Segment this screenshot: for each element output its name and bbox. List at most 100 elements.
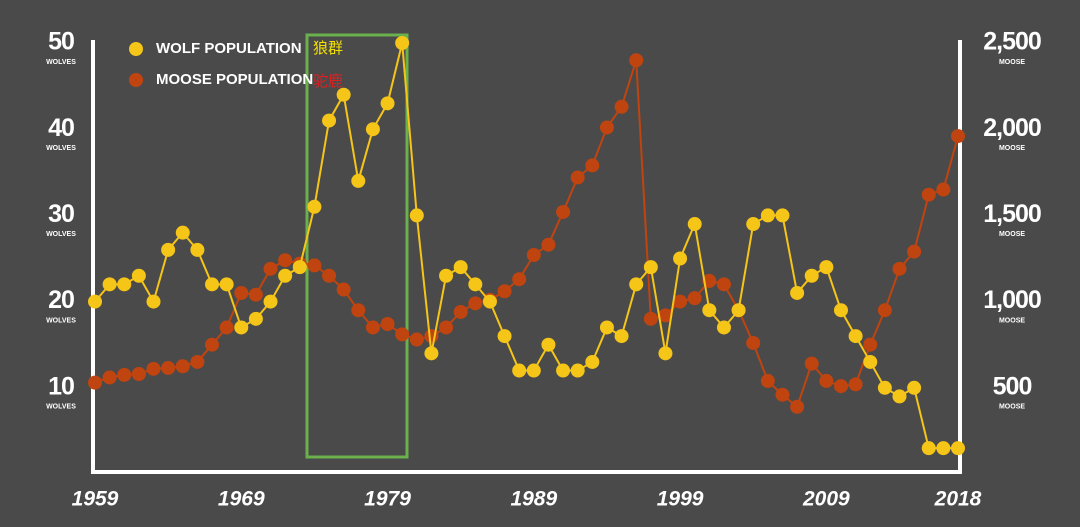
x-tick-label: 2018 [934, 488, 982, 511]
y2-unit-label: MOOSE [999, 231, 1025, 238]
data-point [556, 363, 571, 378]
y-tick-label: 20 [48, 286, 74, 314]
x-tick-label: 1979 [364, 488, 411, 511]
data-point [863, 337, 878, 352]
data-point [687, 291, 702, 306]
data-point [526, 363, 541, 378]
legend-marker [129, 73, 143, 87]
x-tick-label: 1959 [72, 488, 119, 511]
highlight-box [305, 33, 409, 459]
y-unit-label: WOLVES [46, 231, 76, 238]
data-point [117, 277, 132, 292]
data-point [629, 277, 644, 292]
data-point [921, 187, 936, 202]
data-point [951, 441, 965, 456]
data-point [746, 217, 761, 232]
data-point [746, 335, 761, 350]
data-point [585, 354, 600, 369]
data-point [658, 346, 673, 361]
data-point [380, 317, 395, 332]
data-point [731, 303, 746, 318]
data-point [351, 303, 366, 318]
data-point [88, 375, 102, 390]
data-point [263, 261, 278, 276]
data-point [175, 359, 190, 374]
data-point [307, 258, 322, 273]
y2-unit-label: MOOSE [999, 317, 1025, 324]
data-point [512, 363, 527, 378]
data-point [760, 208, 775, 223]
data-point [804, 268, 819, 283]
annotation: 狼群 [313, 40, 343, 57]
data-point [877, 380, 892, 395]
data-point [804, 356, 819, 371]
y-tick-label: 40 [48, 114, 74, 142]
y2-tick-label: 2,500 [983, 28, 1041, 56]
data-point [526, 248, 541, 263]
data-point [439, 268, 454, 283]
data-point [921, 441, 936, 456]
data-point [380, 96, 395, 111]
data-point [146, 294, 161, 309]
data-point [819, 373, 834, 388]
y2-unit-label: MOOSE [999, 59, 1025, 66]
data-point [673, 294, 688, 309]
y-tick-label: 10 [48, 372, 74, 400]
data-point [131, 268, 146, 283]
data-point [556, 204, 571, 219]
data-point [468, 296, 483, 311]
data-point [541, 237, 556, 252]
data-point [88, 294, 102, 309]
data-point [848, 329, 863, 344]
data-point [482, 294, 497, 309]
data-point [365, 122, 380, 137]
y-unit-label: WOLVES [46, 404, 76, 411]
data-point [263, 294, 278, 309]
data-point [936, 441, 951, 456]
data-point [424, 346, 439, 361]
data-point [190, 354, 205, 369]
y2-unit-label: MOOSE [999, 404, 1025, 411]
data-point [439, 320, 454, 335]
legend-label: WOLF POPULATION [156, 40, 302, 57]
data-point [585, 158, 600, 173]
data-point [161, 242, 176, 257]
data-point [190, 242, 205, 257]
data-point [453, 304, 468, 319]
data-point [497, 284, 512, 299]
data-point [248, 287, 263, 302]
data-point [322, 268, 337, 283]
data-point [673, 251, 688, 266]
y-unit-label: WOLVES [46, 145, 76, 152]
data-point [614, 329, 629, 344]
data-point [643, 311, 658, 326]
x-tick-label: 1999 [657, 488, 704, 511]
data-point [278, 268, 293, 283]
data-point [936, 182, 951, 197]
data-point [365, 320, 380, 335]
data-point [219, 277, 234, 292]
data-point [614, 99, 629, 114]
data-point [205, 337, 220, 352]
data-point [307, 199, 322, 214]
data-point [907, 244, 922, 259]
y-unit-label: WOLVES [46, 317, 76, 324]
data-point [336, 282, 351, 297]
data-point [892, 389, 907, 404]
data-point [863, 354, 878, 369]
data-point [716, 320, 731, 335]
data-point [468, 277, 483, 292]
data-point [512, 272, 527, 287]
data-point [219, 320, 234, 335]
data-point [599, 120, 614, 135]
data-point [351, 173, 366, 188]
data-point [409, 332, 424, 347]
data-point [833, 379, 848, 394]
data-point [278, 253, 293, 268]
data-point [175, 225, 190, 240]
data-point [453, 260, 468, 275]
data-point [131, 367, 146, 382]
data-point [117, 367, 132, 382]
